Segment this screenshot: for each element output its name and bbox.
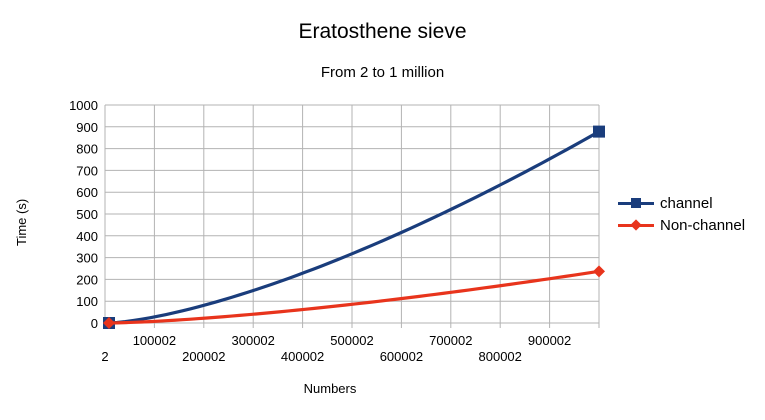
- x-tick-label: 900002: [528, 333, 571, 348]
- series-line-channel: [108, 130, 600, 325]
- y-tick-label: 100: [76, 294, 98, 309]
- legend-item-non-channel: Non-channel: [618, 214, 745, 236]
- legend-swatch-non-channel: [618, 218, 654, 232]
- legend-label-channel: channel: [660, 194, 713, 212]
- series-line-non-channel: [108, 269, 600, 325]
- x-tick-label: 400002: [281, 349, 324, 364]
- y-tick-label: 200: [76, 272, 98, 287]
- y-tick-label: 400: [76, 229, 98, 244]
- x-tick-label: 600002: [380, 349, 423, 364]
- x-tick-label: 200002: [182, 349, 225, 364]
- y-tick-label: 1000: [69, 98, 98, 113]
- legend-label-non-channel: Non-channel: [660, 216, 746, 234]
- x-tick-label: 700002: [429, 333, 472, 348]
- legend: channel Non-channel: [618, 192, 745, 236]
- chart-title: Eratosthene sieve: [298, 20, 467, 43]
- y-tick-label: 900: [76, 120, 98, 135]
- data-point-non-channel: [593, 265, 605, 278]
- x-tick-label: 800002: [479, 349, 522, 364]
- data-point-non-channel: [103, 317, 115, 329]
- y-tick-label: 500: [76, 207, 98, 222]
- y-tick-label: 300: [76, 251, 98, 266]
- x-tick-label: 300002: [232, 333, 275, 348]
- y-tick-label: 600: [76, 185, 98, 200]
- data-point-channel: [593, 125, 605, 138]
- x-tick-label: 100002: [133, 333, 176, 348]
- chart-subtitle: From 2 to 1 million: [320, 64, 445, 81]
- x-tick-label: 500002: [330, 333, 373, 348]
- legend-item-channel: channel: [618, 192, 745, 214]
- y-tick-label: 800: [76, 142, 98, 157]
- x-axis-label: Numbers: [303, 381, 357, 396]
- x-tick-label: 2: [101, 349, 108, 364]
- y-tick-label: 700: [76, 163, 98, 178]
- legend-swatch-channel: [618, 196, 654, 210]
- y-tick-label: 0: [91, 316, 98, 331]
